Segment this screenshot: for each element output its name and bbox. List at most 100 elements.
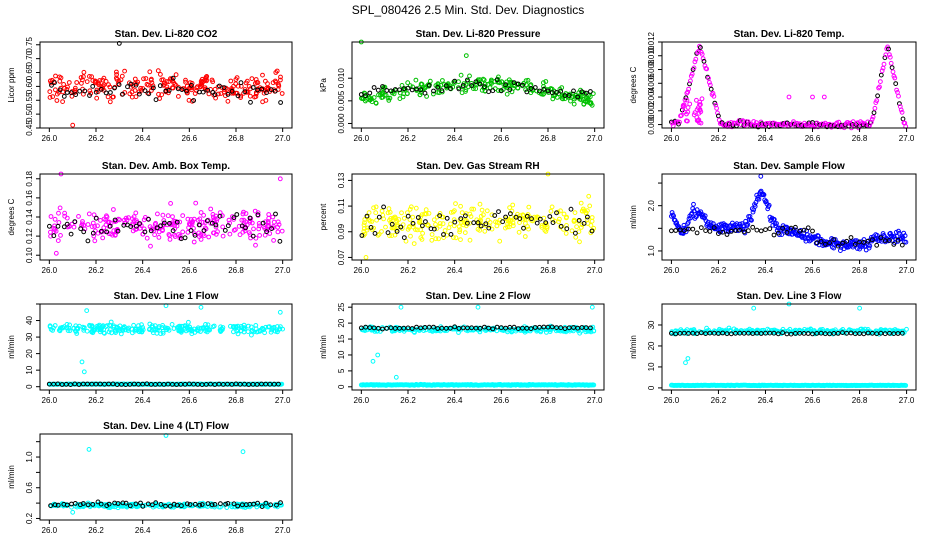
panel-1-ytick-label: 0.65 xyxy=(25,64,34,80)
panel-10-point-2 xyxy=(179,503,184,509)
panel-7-point xyxy=(204,326,210,331)
panel-5-point xyxy=(520,213,526,219)
panel-4-point xyxy=(226,217,232,223)
panel-5-point xyxy=(420,230,426,236)
panel-5-point xyxy=(451,223,457,229)
panel-2-point xyxy=(572,94,578,100)
panel-7-point xyxy=(67,328,73,334)
panel-2: Stan. Dev. Li-820 Pressure kPa 26.0 26.2 26.… xyxy=(319,29,605,143)
panel-5-point xyxy=(436,236,442,242)
panel-1-point xyxy=(160,83,166,88)
panel-9-title: Stan. Dev. Line 3 Flow xyxy=(737,291,842,302)
panel-1-point xyxy=(155,68,161,74)
panel-10-point-2 xyxy=(153,500,159,506)
panel-5-point-2 xyxy=(478,223,484,229)
panel-1-point xyxy=(273,70,279,75)
panel-5-point-2 xyxy=(364,213,370,219)
panel-7-point xyxy=(176,327,182,333)
panel-10-xtick-label: 27.0 xyxy=(275,526,291,535)
panel-6-point-2 xyxy=(874,242,880,248)
panel-1-point xyxy=(47,89,53,94)
panel-2-point xyxy=(541,80,546,86)
panel-9-xtick-label: 26.0 xyxy=(664,396,680,405)
panel-6-title: Stan. Dev. Sample Flow xyxy=(733,161,845,172)
panel-2-point xyxy=(456,79,461,85)
panel-3-point xyxy=(692,59,698,65)
panel-1-point-2 xyxy=(170,75,176,81)
panel-9-point-2 xyxy=(771,330,777,336)
panel-3-point xyxy=(700,56,706,61)
panel-7-point xyxy=(233,324,239,330)
panel-4-point xyxy=(76,214,81,219)
panel-1-point xyxy=(145,82,151,88)
panel-7-ytick-label: 20 xyxy=(25,349,34,358)
panel-3-point-2 xyxy=(900,116,906,122)
panel-8-point xyxy=(509,329,515,335)
panel-2-point xyxy=(525,77,531,83)
panel-4-outlier xyxy=(277,176,283,182)
panel-6-point xyxy=(724,224,730,229)
panel-4-point xyxy=(52,227,58,233)
panel-1-point xyxy=(54,91,60,97)
panel-10-point-2 xyxy=(167,503,173,509)
panel-5-point-2 xyxy=(581,221,587,226)
panel-9-point-2 xyxy=(698,330,704,336)
panel-2-point-2 xyxy=(579,89,585,95)
panel-4-point xyxy=(165,213,171,219)
panel-9-point xyxy=(874,328,879,334)
panel-2-point xyxy=(467,73,472,79)
panel-9-points xyxy=(669,301,909,389)
panel-1-point xyxy=(263,78,268,84)
panel-5-point xyxy=(471,206,477,212)
panel-7-frame xyxy=(39,303,293,391)
panel-5-point xyxy=(433,222,438,227)
panel-5-point xyxy=(522,216,528,222)
panel-9-point-2 xyxy=(758,331,764,336)
panel-7-xtick-label: 26.8 xyxy=(228,396,244,405)
panel-4: Stan. Dev. Amb. Box Temp. degrees C 26.0 26… xyxy=(7,161,293,275)
panel-7-point xyxy=(75,325,81,331)
panel-9-point-2 xyxy=(775,331,781,337)
panel-7-point xyxy=(274,327,280,333)
panel-5-point-2 xyxy=(568,206,574,212)
panel-5-point xyxy=(586,193,592,199)
panel-2-point xyxy=(497,80,503,86)
panel-5-point xyxy=(374,217,380,223)
panel-5-point xyxy=(478,217,484,223)
panel-1-point xyxy=(218,91,224,96)
panel-3-point xyxy=(896,93,901,99)
panel-5-point xyxy=(489,212,495,218)
panel-1-point-2 xyxy=(153,97,159,103)
panel-3-point xyxy=(677,119,682,125)
panel-1-ylabel: Licor ppm xyxy=(7,67,16,102)
panel-2-ylabel: kPa xyxy=(319,78,328,92)
panel-1-point-2 xyxy=(212,92,218,97)
panel-1-point-2 xyxy=(259,86,265,92)
panel-9-point-3 xyxy=(903,383,909,388)
panel-8-points xyxy=(358,304,597,388)
panel-2-point-2 xyxy=(473,79,479,85)
panel-7-point xyxy=(100,324,105,330)
panel-5-xtick-label: 27.0 xyxy=(587,266,603,275)
panel-1-point-2 xyxy=(200,89,206,95)
panel-8-xtick-label: 26.8 xyxy=(540,396,556,405)
panel-5-point xyxy=(373,204,379,210)
panel-6-xtick-label: 26.2 xyxy=(711,266,727,275)
panel-2-point-2 xyxy=(465,77,470,83)
panel-1-point xyxy=(61,82,66,87)
panel-4-point xyxy=(197,216,203,222)
panel-5-point xyxy=(469,206,475,212)
panel-2-point-2 xyxy=(532,85,538,90)
panel-5-point-2 xyxy=(410,220,416,226)
panel-10-point-2 xyxy=(199,502,205,507)
panel-8-outlier xyxy=(589,304,595,310)
panel-9-point-2 xyxy=(831,331,837,336)
panel-4-point xyxy=(137,225,143,231)
panel-4-point-2 xyxy=(115,228,121,234)
panel-5-point xyxy=(403,238,409,244)
panel-10-point-2 xyxy=(158,502,164,507)
panel-7-point xyxy=(81,325,87,331)
panel-3-point xyxy=(689,71,695,77)
panel-3-point-2 xyxy=(708,86,714,92)
panel-10-point-2 xyxy=(98,501,104,507)
